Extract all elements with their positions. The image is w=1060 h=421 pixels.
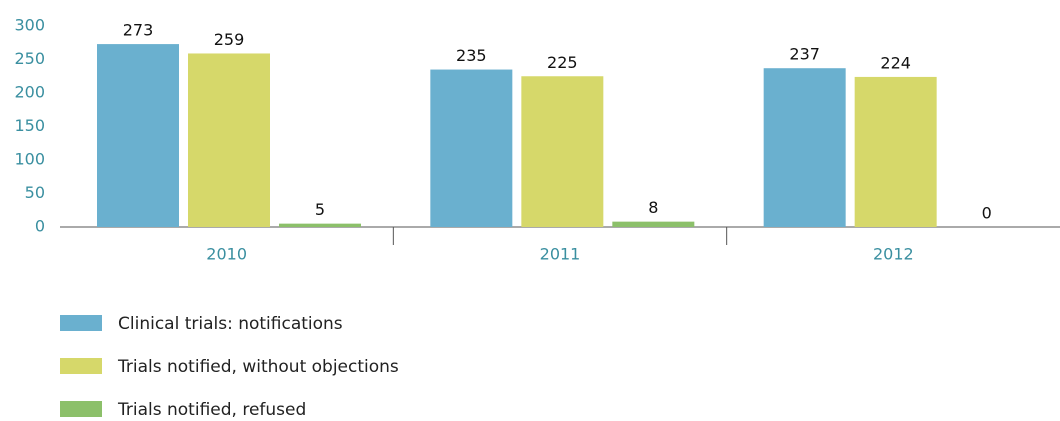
legend-label: Trials notified, without objections [117, 357, 399, 377]
y-tick-label: 0 [35, 217, 45, 236]
bar [188, 53, 270, 227]
data-label: 224 [880, 53, 911, 72]
y-tick-label: 300 [14, 16, 45, 35]
y-tick-label: 200 [14, 83, 45, 102]
y-tick-label: 250 [14, 49, 45, 68]
y-tick-label: 50 [25, 183, 45, 202]
bar [521, 76, 604, 227]
legend-swatch [60, 315, 102, 331]
bar [854, 76, 937, 227]
bar [430, 69, 513, 227]
data-label: 273 [123, 21, 154, 40]
legend-swatch [60, 358, 102, 374]
x-tick-label: 2010 [206, 245, 247, 264]
bar [612, 221, 695, 227]
legend-label: Clinical trials: notifications [118, 314, 343, 334]
data-label: 259 [214, 30, 245, 49]
y-tick-label: 100 [14, 150, 45, 169]
x-tick-label: 2011 [540, 245, 581, 264]
data-label: 235 [456, 46, 487, 65]
y-tick-label: 150 [14, 116, 45, 135]
data-label: 225 [547, 53, 578, 72]
data-label: 5 [315, 200, 325, 219]
data-label: 237 [789, 45, 820, 64]
legend-swatch [60, 401, 102, 417]
legend-label: Trials notified, refused [117, 400, 306, 420]
bar [279, 223, 361, 227]
bar [97, 44, 179, 228]
bar [763, 68, 846, 228]
x-tick-label: 2012 [873, 245, 914, 264]
data-label: 0 [982, 204, 992, 223]
data-label: 8 [648, 198, 658, 217]
